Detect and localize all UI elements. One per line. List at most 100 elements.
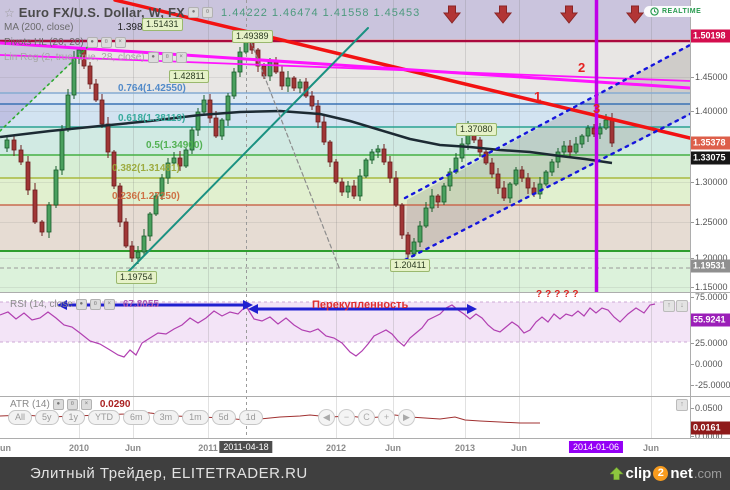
indicator-ma-label: MA (200, close)	[4, 22, 74, 33]
red-down-arrow-icon	[442, 5, 462, 24]
rsi-scale-up-button[interactable]: ↑	[663, 300, 675, 312]
overbought-annotation: Перекупленность	[312, 299, 409, 311]
red-down-arrow-icon	[625, 5, 645, 24]
red-down-arrow-icon	[493, 5, 513, 24]
close-icon[interactable]: ×	[175, 52, 187, 63]
nav-toolbar: ◀ − C + ▶	[318, 409, 415, 426]
time-tick-label: 2010	[68, 443, 90, 453]
range-button-5d[interactable]: 5d	[211, 410, 236, 425]
eye-icon[interactable]: ●	[86, 37, 98, 48]
price-axis[interactable]: 1.45000 1.40000 1.30000 1.25000 1.20000 1.150…	[690, 0, 730, 441]
range-button-3m[interactable]: 3m	[152, 410, 180, 425]
atr-legend: ATR (14) ● ¤ × 0.0290	[10, 399, 130, 410]
atr-legend-label: ATR (14)	[10, 399, 50, 410]
time-tick-label: Jun	[0, 443, 12, 453]
price-tick-label: 1.25000	[690, 217, 728, 227]
price-badge: 1.19531	[690, 259, 730, 273]
realtime-label: REALTIME	[662, 8, 702, 15]
range-button-1m[interactable]: 1m	[182, 410, 209, 425]
gear-icon[interactable]: ¤	[202, 7, 214, 18]
price-badge: 1.35378	[690, 136, 730, 150]
close-icon[interactable]: ×	[114, 37, 126, 48]
rsi-legend: RSI (14, close ● ¤ × 67.8055	[10, 299, 159, 310]
price-level-label: 1.19754	[116, 271, 157, 284]
time-tick-label: Jun	[510, 443, 528, 453]
range-button-all[interactable]: All	[8, 410, 33, 425]
price-tick-label: 1.40000	[690, 106, 728, 116]
time-tick-label: Jun	[384, 443, 402, 453]
gear-icon[interactable]: ¤	[161, 52, 173, 63]
fib-level-label: 0.5(1.34900)	[146, 140, 203, 151]
fib-level-label: 0.236(1.27250)	[112, 191, 180, 202]
scroll-left-button[interactable]: ◀	[318, 409, 335, 426]
eye-icon[interactable]: ●	[75, 299, 87, 310]
eye-icon[interactable]: ●	[52, 399, 64, 410]
price-tick-label: 1.45000	[690, 72, 728, 82]
logo-two: 2	[653, 466, 669, 481]
close-icon[interactable]: ×	[103, 299, 115, 310]
clock-icon	[650, 7, 659, 16]
price-tick-label: 75.0000	[690, 292, 728, 302]
time-tick-label: Jun	[124, 443, 142, 453]
clip2net-logo[interactable]: clip 2 net .com	[610, 465, 722, 482]
price-tick-label: 1.20000	[690, 253, 728, 263]
time-tick-label: 2012	[325, 443, 347, 453]
price-badge: 0.0161	[690, 421, 730, 435]
status-bar: Элитный Трейдер, ELITETRADER.RU clip 2 n…	[0, 457, 730, 490]
price-tick-label: 1.15000	[690, 282, 728, 292]
time-badge: 2014-01-06	[568, 441, 624, 453]
range-button-6m[interactable]: 6m	[123, 410, 150, 425]
price-level-label: 1.42811	[169, 70, 209, 83]
price-badge: 1.33075	[690, 151, 730, 165]
chart-canvas	[0, 0, 690, 438]
symbol-title: Euro FX/U.S. Dollar, W, FX	[18, 5, 186, 20]
gear-icon[interactable]: ¤	[89, 299, 101, 310]
price-level-label: 1.49389	[232, 30, 273, 43]
footer-text: Элитный Трейдер, ELITETRADER.RU	[30, 465, 308, 482]
indicator-linreg-label: Lin Reg (2, true, true, 28, close)	[4, 52, 145, 63]
range-button-1y[interactable]: 1y	[61, 410, 86, 425]
indicator-pivots-label: Pivots HL (20, 20)	[4, 37, 84, 48]
time-tick-label: 2011	[198, 443, 218, 453]
question-marks-annotation: ?????	[536, 289, 582, 300]
red-down-arrow-icon	[559, 5, 579, 24]
price-tick-label: 0.0500	[690, 403, 723, 413]
zoom-out-button[interactable]: −	[338, 409, 355, 426]
range-toolbar: All 5y 1y YTD 6m 3m 1m 5d 1d	[8, 410, 263, 425]
wave-number-label: 2	[578, 60, 586, 75]
logo-net: net	[670, 465, 693, 482]
rsi-scale-down-button[interactable]: ↓	[676, 300, 688, 312]
wave-number-label: 3	[593, 101, 601, 116]
eye-icon[interactable]: ●	[188, 7, 200, 18]
range-button-1d[interactable]: 1d	[238, 410, 263, 425]
scroll-right-button[interactable]: ▶	[398, 409, 415, 426]
price-tick-label: -25.0000	[690, 380, 730, 390]
logo-dotcom: .com	[693, 466, 722, 481]
price-tick-label: 1.30000	[690, 177, 728, 187]
zoom-in-button[interactable]: +	[378, 409, 395, 426]
time-axis[interactable]: Jun 2010 Jun 2011 2012 Jun 2013 Jun Jun 2011-04-1…	[0, 439, 730, 457]
range-button-ytd[interactable]: YTD	[88, 410, 121, 425]
upload-arrow-icon	[610, 466, 625, 480]
gear-icon[interactable]: ¤	[66, 399, 78, 410]
price-tick-label: 0.0000	[690, 431, 723, 441]
fib-level-label: 0.764(1.42550)	[118, 83, 186, 94]
favorite-star-icon[interactable]: ☆	[4, 5, 15, 20]
pane-divider[interactable]	[0, 292, 730, 293]
price-level-label: 1.51431	[142, 18, 183, 31]
price-badge: 1.50198	[690, 29, 730, 43]
atr-scale-up-button[interactable]: ↑	[676, 399, 688, 411]
price-tick-label: 25.0000	[690, 338, 728, 348]
rsi-value: 67.8055	[122, 299, 159, 310]
axis-divider	[690, 0, 691, 439]
time-tick-label: 2013	[454, 443, 476, 453]
gear-icon[interactable]: ¤	[100, 37, 112, 48]
close-icon[interactable]: ×	[80, 399, 92, 410]
pane-divider[interactable]	[0, 396, 730, 397]
range-button-5y[interactable]: 5y	[35, 410, 59, 425]
wave-number-label: 1	[534, 89, 542, 104]
price-level-label: 1.20411	[390, 259, 430, 272]
reset-button[interactable]: C	[358, 409, 375, 426]
eye-icon[interactable]: ●	[147, 52, 159, 63]
